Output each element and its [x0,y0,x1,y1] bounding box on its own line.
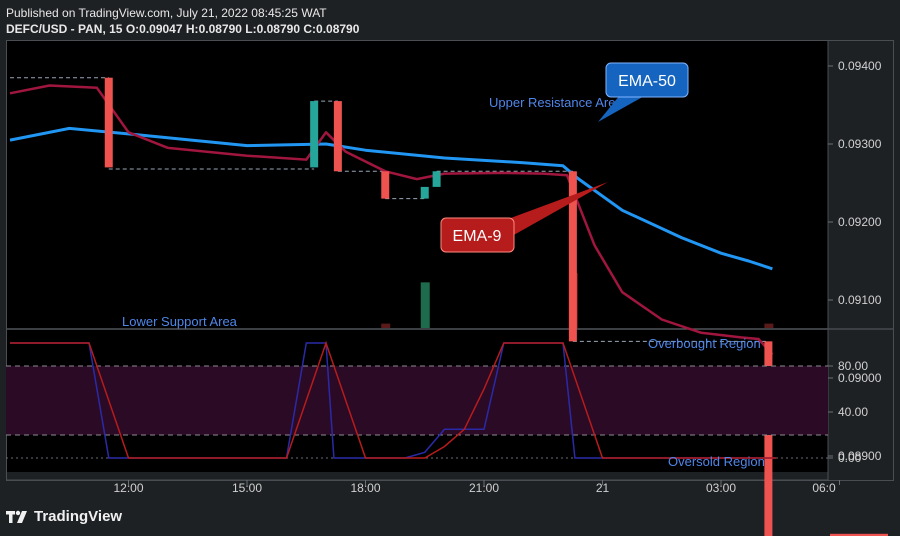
last-price-badge [830,533,888,536]
time-axis-tick-label: 03:00 [706,481,736,495]
price-axis-tick-label: 0.09200 [838,215,882,229]
symbol-ohlc-line: DEFC/USD - PAN, 15 O:0.09047 H:0.08790 L… [6,22,359,36]
published-caption: Published on TradingView.com, July 21, 2… [6,6,327,20]
upper-resistance-label: Upper Resistance Area [489,95,623,110]
ohlc-high-key: H: [185,22,199,36]
ema9-callout-label: EMA-9 [453,228,502,245]
ohlc-high-value: 0.08790 [198,22,242,36]
stoch-axis-tick-label: 80.00 [838,359,868,373]
ohlc-close-value: 0.08790 [316,22,360,36]
price-pane [6,40,828,328]
ema9-line [9,84,774,356]
ohlc-open-value: 0.09047 [139,22,183,36]
time-axis-tick-label: 21 [596,481,610,495]
candle [432,171,441,187]
ohlc-open-key: O: [125,22,140,36]
volume-bar [420,282,430,328]
candle [568,171,577,342]
candle [310,101,319,168]
price-axis-tick-label: 0.09300 [838,137,882,151]
stoch-d-line [10,340,777,459]
stoch-axis-tick-label: 0.00 [838,451,862,465]
ohlc-low-value: 0.08790 [256,22,301,36]
time-axis-tick-label: 12:00 [113,481,143,495]
oversold-label: Oversold Region [668,454,765,469]
candle [420,186,429,199]
candle [764,341,773,536]
tradingview-footer[interactable]: TradingView [6,508,122,525]
stoch-axis-tick-label: 40.00 [838,405,868,419]
volume-bar [764,323,774,328]
symbol-label: DEFC/USD - PAN, 15 [6,22,123,36]
tradingview-logo-icon [6,510,27,523]
ema50-callout-label: EMA-50 [618,73,676,90]
stoch-band [6,366,828,435]
candle [333,101,342,172]
price-axis-tick-label: 0.09000 [838,371,882,385]
time-axis-tick-label: 15:00 [232,481,262,495]
price-axis-tick-label: 0.08900 [838,449,882,463]
ohlc-close-key: C: [303,22,317,36]
candle [381,171,390,199]
ema50-callout-pointer [598,95,646,122]
ema50-callout [605,62,689,98]
price-axis-tick-label: 0.09400 [838,59,882,73]
time-axis-tick-label: 18:00 [350,481,380,495]
time-axis-tick-label: 06:0 [812,481,836,495]
price-axis-tick-label: 0.09100 [838,293,882,307]
overbought-label: Overbought Region [648,336,761,351]
candle [104,77,113,168]
ema50-line [9,126,773,271]
brand-label: TradingView [34,508,123,525]
lower-support-label: Lower Support Area [122,314,238,329]
time-axis-tick-label: 21:00 [469,481,499,495]
ema9-callout [440,217,515,253]
ema9-callout-pointer [500,182,608,236]
ohlc-low-key: L: [245,22,257,36]
last-price-label: 0.08790 [835,535,879,536]
volume-bar [381,323,391,328]
